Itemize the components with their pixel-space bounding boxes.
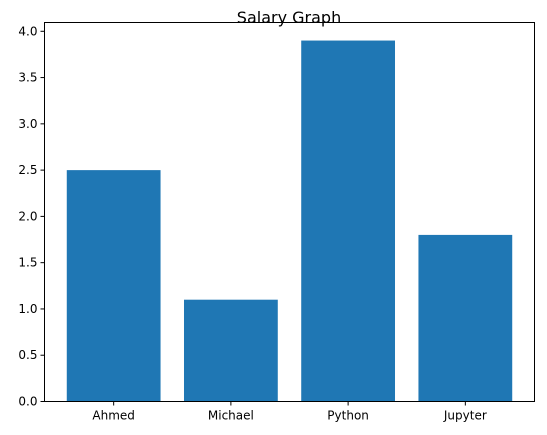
y-tick-label: 3.5 — [18, 71, 37, 85]
x-tick-label: Michael — [208, 409, 254, 423]
y-tick-label: 0.5 — [18, 348, 37, 362]
x-tick-label: Python — [327, 409, 369, 423]
chart-title: Salary Graph — [237, 8, 341, 27]
plot-frame — [44, 22, 535, 402]
y-tick-label: 2.5 — [18, 163, 37, 177]
y-tick-label: 4.0 — [18, 24, 37, 38]
x-tick-label: Ahmed — [92, 409, 135, 423]
y-tick-label: 2.0 — [18, 209, 37, 223]
x-tick-label: Jupyter — [443, 409, 487, 423]
bar-michael — [183, 299, 278, 402]
y-tick-label: 1.0 — [18, 302, 37, 316]
y-tick-label: 1.5 — [18, 256, 37, 270]
bar-jupyter — [418, 234, 513, 402]
bar-python — [301, 40, 396, 402]
bar-ahmed — [66, 170, 161, 402]
bars-group — [66, 40, 513, 402]
x-axis: Ahmed Michael Python Jupyter — [92, 401, 487, 423]
y-axis: 0.0 0.5 1.0 1.5 2.0 2.5 3.0 3.5 4.0 — [18, 24, 45, 409]
y-tick-label: 0.0 — [18, 395, 37, 409]
y-tick-label: 3.0 — [18, 117, 37, 131]
